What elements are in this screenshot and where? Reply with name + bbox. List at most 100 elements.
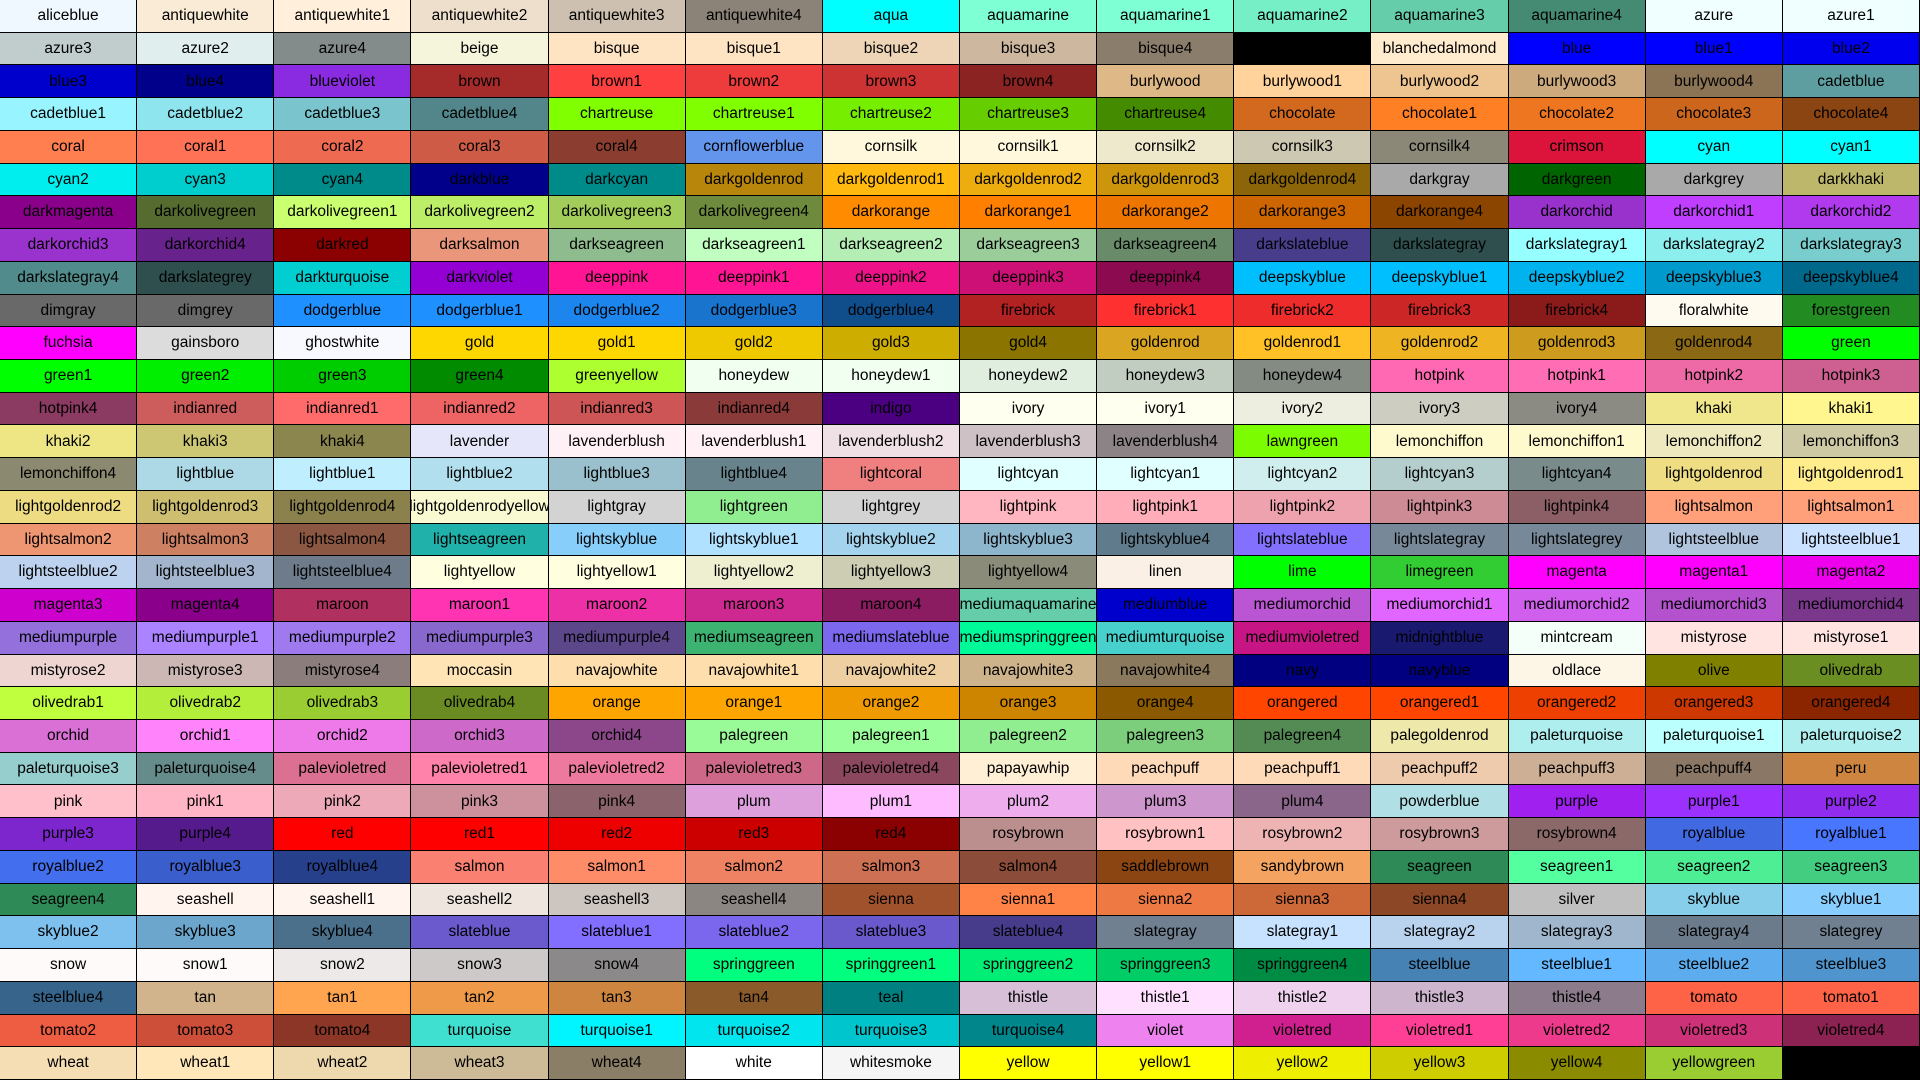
- swatch-slateblue1: slateblue1: [548, 916, 686, 950]
- swatch-hotpink: hotpink: [1371, 359, 1509, 393]
- swatch-darkorange: darkorange: [822, 196, 960, 230]
- swatch-mediumpurple1: mediumpurple1: [137, 621, 275, 655]
- swatch-hotpink1: hotpink1: [1508, 359, 1646, 393]
- swatch-magenta1: magenta1: [1645, 556, 1783, 590]
- swatch-goldenrod1: goldenrod1: [1234, 327, 1372, 360]
- swatch-darkslategray3: darkslategray3: [1782, 229, 1920, 262]
- swatch-azure: azure: [1645, 0, 1783, 33]
- swatch-cadetblue: cadetblue: [1782, 65, 1920, 99]
- swatch-lightblue3: lightblue3: [548, 458, 686, 491]
- swatch-lightgreen: lightgreen: [685, 490, 823, 524]
- swatch-khaki4: khaki4: [274, 425, 412, 459]
- swatch-honeydew2: honeydew2: [959, 359, 1098, 393]
- swatch-green2: green2: [137, 359, 275, 393]
- swatch-darkslategray: darkslategray: [1371, 229, 1509, 262]
- swatch-cornflowerblue: cornflowerblue: [685, 130, 823, 164]
- swatch-lightpink1: lightpink1: [1097, 490, 1235, 524]
- swatch-lightcyan3: lightcyan3: [1371, 458, 1509, 491]
- swatch-navajowhite2: navajowhite2: [822, 654, 960, 688]
- swatch-lightcyan: lightcyan: [959, 458, 1098, 491]
- swatch-slategray4: slategray4: [1645, 916, 1783, 950]
- swatch-turquoise2: turquoise2: [685, 1014, 823, 1048]
- swatch-yellow3: yellow3: [1371, 1047, 1509, 1080]
- swatch-cadetblue1: cadetblue1: [0, 98, 138, 131]
- swatch-lightgoldenrod4: lightgoldenrod4: [274, 490, 412, 524]
- swatch-mediumpurple: mediumpurple: [0, 621, 138, 655]
- swatch-mistyrose3: mistyrose3: [137, 654, 275, 688]
- swatch-indianred3: indianred3: [548, 392, 686, 426]
- swatch-tomato3: tomato3: [137, 1014, 275, 1048]
- swatch-mediumslateblue: mediumslateblue: [822, 621, 960, 655]
- swatch-wheat2: wheat2: [274, 1047, 412, 1080]
- swatch-maroon3: maroon3: [685, 589, 823, 622]
- swatch-plum3: plum3: [1097, 785, 1235, 819]
- swatch-red4: red4: [822, 818, 960, 851]
- swatch-palegreen: palegreen: [685, 719, 823, 753]
- swatch-darkolivegreen4: darkolivegreen4: [685, 196, 823, 230]
- swatch-olivedrab2: olivedrab2: [137, 687, 275, 720]
- swatch-pink2: pink2: [274, 785, 412, 819]
- swatch-red1: red1: [411, 818, 549, 851]
- swatch-brown: brown: [411, 65, 549, 99]
- swatch-darksalmon: darksalmon: [411, 229, 549, 262]
- swatch-darkseagreen: darkseagreen: [548, 229, 686, 262]
- swatch-honeydew4: honeydew4: [1234, 359, 1372, 393]
- swatch-thistle4: thistle4: [1508, 981, 1646, 1015]
- swatch-royalblue2: royalblue2: [0, 850, 138, 884]
- swatch-lightyellow3: lightyellow3: [822, 556, 960, 590]
- swatch-azure3: azure3: [0, 32, 138, 66]
- swatch-steelblue1: steelblue1: [1508, 949, 1646, 982]
- swatch-chartreuse1: chartreuse1: [685, 98, 823, 131]
- swatch-plum1: plum1: [822, 785, 960, 819]
- swatch-mediumpurple3: mediumpurple3: [411, 621, 549, 655]
- swatch-linen: linen: [1097, 556, 1235, 590]
- swatch-lightgoldenrod1: lightgoldenrod1: [1782, 458, 1920, 491]
- swatch-cyan3: cyan3: [137, 163, 275, 197]
- swatch-lightpink: lightpink: [959, 490, 1098, 524]
- swatch-ghostwhite: ghostwhite: [274, 327, 412, 360]
- swatch-peru: peru: [1782, 752, 1920, 786]
- swatch-lightsalmon3: lightsalmon3: [137, 523, 275, 557]
- swatch-slategray3: slategray3: [1508, 916, 1646, 950]
- swatch-seashell4: seashell4: [685, 883, 823, 917]
- swatch-sienna: sienna: [822, 883, 960, 917]
- swatch-brown1: brown1: [548, 65, 686, 99]
- swatch-darkgoldenrod2: darkgoldenrod2: [959, 163, 1098, 197]
- swatch-cadetblue3: cadetblue3: [274, 98, 412, 131]
- swatch-yellow: yellow: [959, 1047, 1098, 1080]
- swatch-lawngreen: lawngreen: [1234, 425, 1372, 459]
- swatch-lightsalmon1: lightsalmon1: [1782, 490, 1920, 524]
- swatch-pink1: pink1: [137, 785, 275, 819]
- swatch-darkblue: darkblue: [411, 163, 549, 197]
- swatch-purple3: purple3: [0, 818, 138, 851]
- swatch-yellow1: yellow1: [1097, 1047, 1235, 1080]
- swatch-violetred2: violetred2: [1508, 1014, 1646, 1048]
- swatch-antiquewhite1: antiquewhite1: [274, 0, 412, 33]
- swatch-burlywood3: burlywood3: [1508, 65, 1646, 99]
- swatch-maroon: maroon: [274, 589, 412, 622]
- swatch-indianred: indianred: [137, 392, 275, 426]
- swatch-indianred4: indianred4: [685, 392, 823, 426]
- swatch-navajowhite1: navajowhite1: [685, 654, 823, 688]
- swatch-empty: [1782, 1047, 1920, 1080]
- swatch-green4: green4: [411, 359, 549, 393]
- swatch-springgreen: springgreen: [685, 949, 823, 982]
- swatch-aquamarine4: aquamarine4: [1508, 0, 1646, 33]
- swatch-darkorchid3: darkorchid3: [0, 229, 138, 262]
- swatch-lightslategrey: lightslategrey: [1508, 523, 1646, 557]
- swatch-navajowhite4: navajowhite4: [1097, 654, 1235, 688]
- swatch-gold4: gold4: [959, 327, 1098, 360]
- swatch-darkolivegreen3: darkolivegreen3: [548, 196, 686, 230]
- swatch-blue4: blue4: [137, 65, 275, 99]
- swatch-pink3: pink3: [411, 785, 549, 819]
- swatch-fuchsia: fuchsia: [0, 327, 138, 360]
- swatch-darkslategray2: darkslategray2: [1645, 229, 1783, 262]
- swatch-lightsalmon: lightsalmon: [1645, 490, 1783, 524]
- swatch-turquoise3: turquoise3: [822, 1014, 960, 1048]
- swatch-darkviolet: darkviolet: [411, 261, 549, 295]
- swatch-darkcyan: darkcyan: [548, 163, 686, 197]
- swatch-darkseagreen2: darkseagreen2: [822, 229, 960, 262]
- swatch-darkslateblue: darkslateblue: [1234, 229, 1372, 262]
- swatch-turquoise4: turquoise4: [959, 1014, 1098, 1048]
- swatch-lime: lime: [1234, 556, 1372, 590]
